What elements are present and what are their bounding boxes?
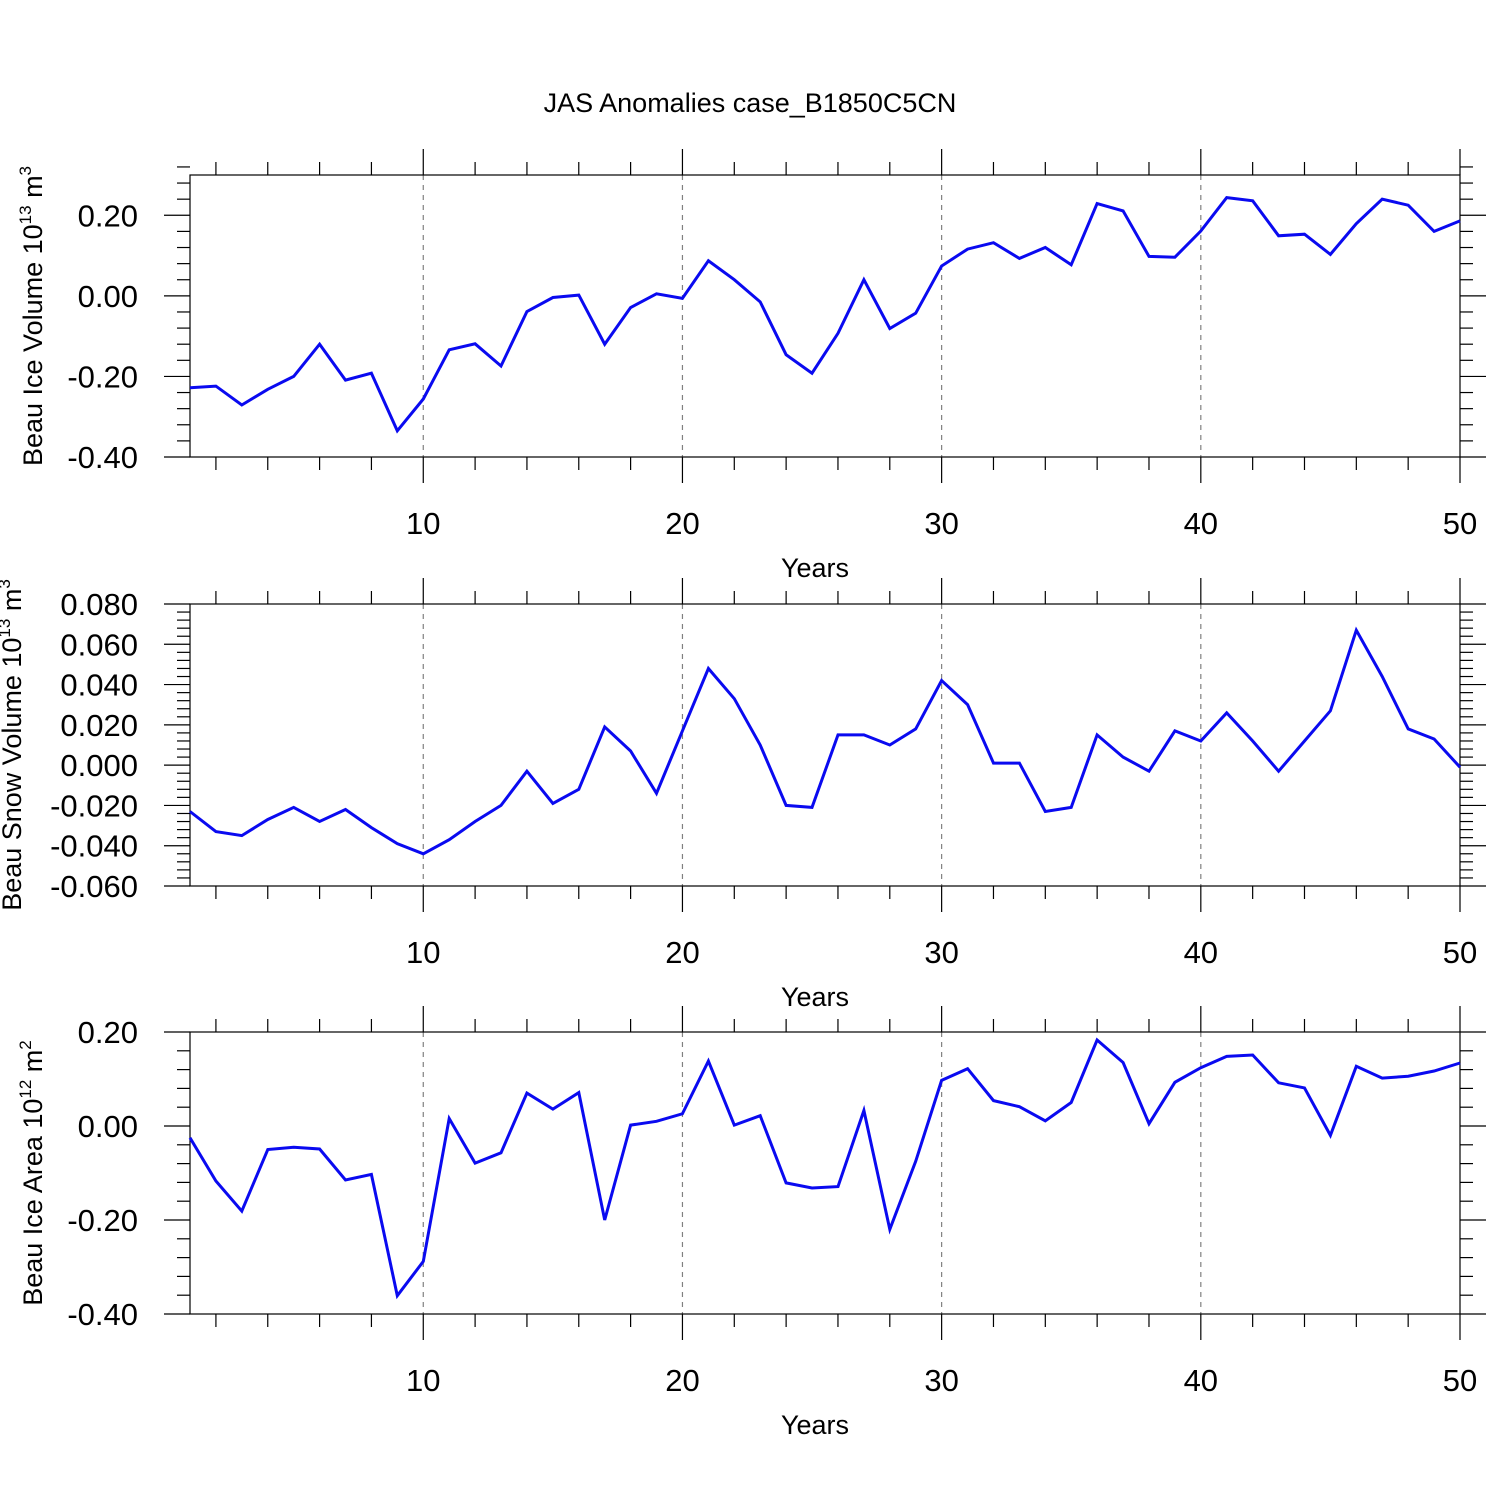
y-axis-title-unit-exponent: 3 [16,166,35,175]
y-tick-label: -0.060 [50,869,138,904]
x-tick-label: 40 [1184,935,1218,970]
y-axis-title-unit: m [0,589,27,619]
y-tick-label: 0.000 [60,748,138,783]
series-line [189,196,1461,434]
plot-frame [189,1031,1461,1315]
chart-panels: 10 20 30 40 50 -0.40 -0.20 0.00 0.20 Years Beau Ic… [0,149,1486,1440]
plot-frame [189,174,1461,458]
x-tick-label: 20 [665,935,699,970]
y-tick-label: 0.00 [78,1109,138,1144]
x-tick-label: 20 [665,506,699,541]
y-tick-label: 0.020 [60,708,138,743]
y-tick-label: -0.40 [67,440,138,475]
x-tick-label: 50 [1443,506,1477,541]
x-tick-label: 40 [1184,506,1218,541]
y-tick-label: 0.080 [60,587,138,622]
series-line [188,1037,1461,1300]
x-tick-label: 30 [924,935,958,970]
series-line [189,626,1462,856]
y-axis-title: Beau Snow Volume 1013 m3 [0,579,27,911]
y-tick-label: 0.20 [78,198,138,233]
x-tick-label: 10 [406,506,440,541]
y-tick-label: -0.020 [50,788,138,823]
y-tick-label: 0.060 [60,627,138,662]
y-tick-label: 0.00 [78,279,138,314]
y-axis-title-unit: m [18,175,48,205]
panel-ice-area: 10 20 30 40 50 -0.40 -0.20 0.00 0.20 Years Beau Ic… [16,1006,1486,1440]
y-axis-title-exponent: 12 [16,1080,35,1099]
x-tick-label: 40 [1184,1363,1218,1398]
x-axis-title: Years [781,553,849,583]
y-axis-title: Beau Ice Area 1012 m2 [16,1040,48,1306]
x-tick-label: 10 [406,935,440,970]
y-axis-title-main: Beau Ice Area 10 [18,1099,48,1306]
x-tick-label: 20 [665,1363,699,1398]
y-axis-title: Beau Ice Volume 1013 m3 [16,166,48,466]
y-axis-title-unit: m [18,1050,48,1080]
y-tick-label: -0.20 [67,359,138,394]
x-tick-label: 30 [924,506,958,541]
plot-frame [189,603,1461,887]
y-tick-label: 0.20 [78,1015,138,1050]
y-axis-title-main: Beau Ice Volume 10 [18,224,48,466]
y-axis-title-unit-exponent: 3 [0,579,14,588]
y-tick-label: 0.040 [60,668,138,703]
y-axis-title-main: Beau Snow Volume 10 [0,638,27,911]
y-axis-title-exponent: 13 [16,205,35,224]
x-tick-label: 10 [406,1363,440,1398]
x-axis-title: Years [781,982,849,1012]
x-axis-title: Years [781,1410,849,1440]
y-tick-label: -0.040 [50,829,138,864]
x-tick-label: 50 [1443,1363,1477,1398]
panel-snow-volume: 10 20 30 40 50 -0.060 -0.040 -0.020 0.000 0.020 0.… [0,578,1486,1012]
x-tick-label: 30 [924,1363,958,1398]
x-tick-label: 50 [1443,935,1477,970]
y-tick-label: -0.40 [67,1297,138,1332]
y-axis-title-unit-exponent: 2 [16,1040,35,1049]
chart-title: JAS Anomalies case_B1850C5CN [544,88,957,118]
y-tick-label: -0.20 [67,1203,138,1238]
y-axis-title-exponent: 13 [0,619,14,638]
panel-ice-volume: 10 20 30 40 50 -0.40 -0.20 0.00 0.20 Years Beau Ic… [16,149,1486,583]
